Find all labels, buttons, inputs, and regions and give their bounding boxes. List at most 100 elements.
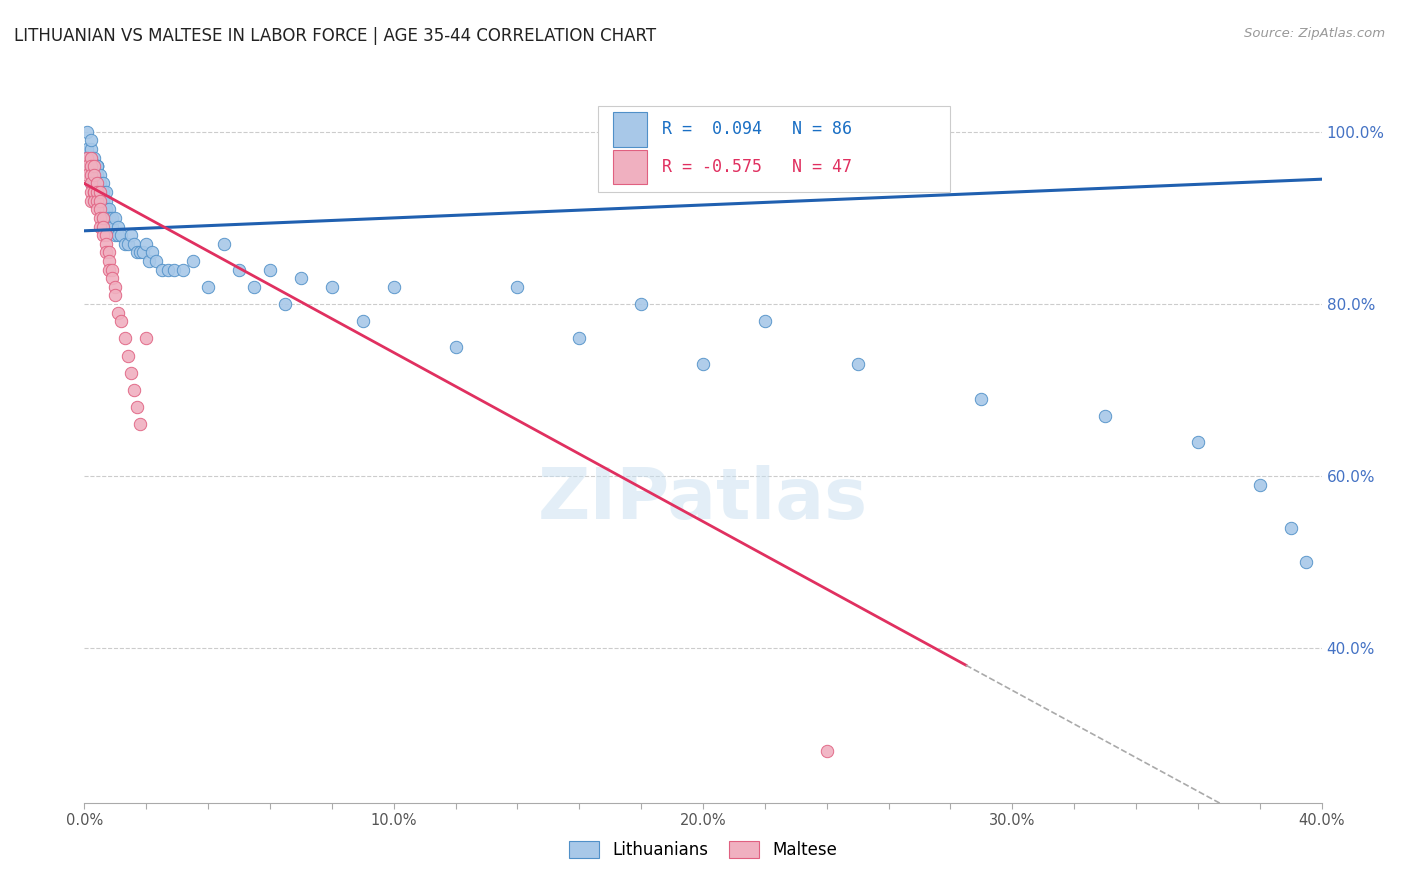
Point — [135, 331, 157, 345]
Point — [382, 279, 405, 293]
Point — [98, 245, 121, 260]
Point — [141, 245, 163, 260]
Point — [114, 331, 136, 345]
Point — [181, 253, 204, 268]
Point — [101, 271, 124, 285]
Text: LITHUANIAN VS MALTESE IN LABOR FORCE | AGE 35-44 CORRELATION CHART: LITHUANIAN VS MALTESE IN LABOR FORCE | A… — [14, 27, 657, 45]
Point — [79, 168, 101, 182]
Legend: Lithuanians, Maltese: Lithuanians, Maltese — [569, 841, 837, 860]
Point — [107, 219, 129, 234]
Point — [94, 194, 117, 208]
Point — [89, 185, 111, 199]
Point — [91, 194, 114, 208]
Point — [79, 177, 101, 191]
Point — [83, 151, 105, 165]
Text: ZIPatlas: ZIPatlas — [538, 465, 868, 533]
Point — [107, 305, 129, 319]
Point — [98, 262, 121, 277]
Point — [79, 133, 101, 147]
Point — [104, 279, 127, 293]
Point — [91, 202, 114, 217]
Point — [86, 168, 108, 182]
Point — [117, 236, 139, 251]
Point — [83, 185, 105, 199]
Point — [79, 177, 101, 191]
Point — [86, 185, 108, 199]
Point — [321, 279, 343, 293]
Point — [98, 253, 121, 268]
Point — [970, 392, 993, 406]
Point — [145, 253, 167, 268]
Point — [94, 211, 117, 225]
Point — [568, 331, 591, 345]
Point — [91, 211, 114, 225]
Point — [444, 340, 467, 354]
Point — [76, 151, 98, 165]
Point — [129, 417, 152, 432]
Point — [104, 228, 127, 243]
Point — [259, 262, 281, 277]
Point — [754, 314, 776, 328]
Point — [89, 168, 111, 182]
Point — [1249, 477, 1271, 491]
Point — [83, 168, 105, 182]
Point — [76, 125, 98, 139]
Point — [1187, 434, 1209, 449]
Point — [76, 142, 98, 156]
Point — [86, 202, 108, 217]
Point — [107, 228, 129, 243]
Point — [101, 219, 124, 234]
Point — [86, 159, 108, 173]
Point — [86, 159, 108, 173]
Point — [129, 245, 152, 260]
Point — [79, 159, 101, 173]
Point — [89, 211, 111, 225]
Point — [94, 228, 117, 243]
Point — [122, 383, 145, 397]
Point — [98, 211, 121, 225]
Point — [110, 228, 132, 243]
Point — [91, 211, 114, 225]
Point — [89, 194, 111, 208]
Point — [132, 245, 155, 260]
Point — [79, 142, 101, 156]
Point — [110, 314, 132, 328]
Point — [83, 159, 105, 173]
Point — [138, 253, 160, 268]
Point — [274, 297, 297, 311]
Point — [101, 211, 124, 225]
Point — [163, 262, 186, 277]
Point — [120, 228, 142, 243]
FancyBboxPatch shape — [598, 105, 950, 193]
Point — [89, 185, 111, 199]
Point — [94, 245, 117, 260]
Point — [83, 194, 105, 208]
Point — [125, 245, 148, 260]
Text: Source: ZipAtlas.com: Source: ZipAtlas.com — [1244, 27, 1385, 40]
Point — [83, 177, 105, 191]
Point — [243, 279, 266, 293]
Point — [94, 202, 117, 217]
Point — [94, 236, 117, 251]
Point — [122, 236, 145, 251]
Point — [86, 177, 108, 191]
Point — [86, 177, 108, 191]
Point — [91, 228, 114, 243]
Point — [91, 194, 114, 208]
Point — [125, 400, 148, 414]
Point — [91, 219, 114, 234]
Point — [150, 262, 173, 277]
Text: R = -0.575   N = 47: R = -0.575 N = 47 — [662, 158, 852, 176]
Point — [83, 194, 105, 208]
Point — [156, 262, 179, 277]
Point — [86, 194, 108, 208]
Point — [98, 202, 121, 217]
Point — [692, 357, 714, 371]
Point — [101, 262, 124, 277]
Point — [104, 288, 127, 302]
Point — [89, 185, 111, 199]
Point — [86, 168, 108, 182]
Point — [83, 159, 105, 173]
Point — [89, 202, 111, 217]
Point — [83, 168, 105, 182]
